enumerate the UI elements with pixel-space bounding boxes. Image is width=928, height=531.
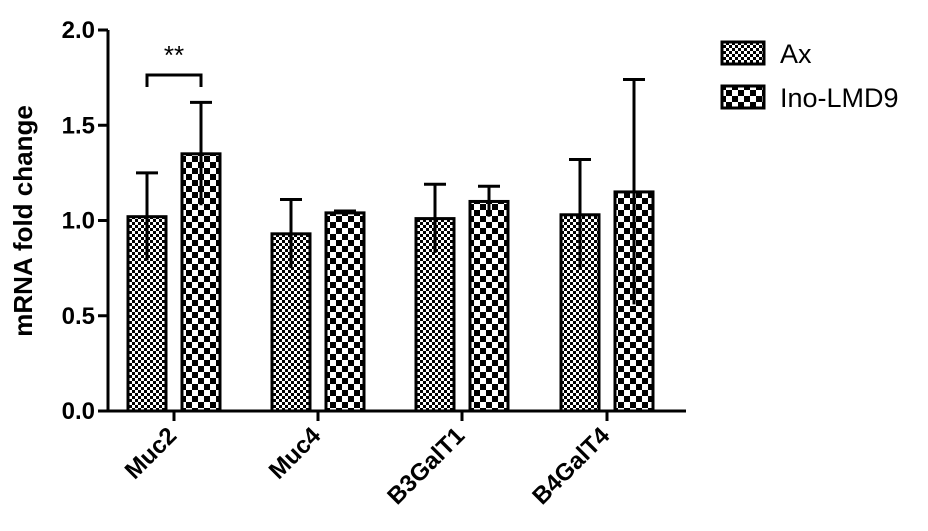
- significance-label: **: [164, 40, 184, 70]
- y-axis-label: mRNA fold change: [8, 105, 38, 337]
- annotations: **: [145, 40, 203, 87]
- x-tick-label: Muc4: [264, 422, 327, 485]
- y-ticks: 0.0 0.5 1.0 1.5 2.0: [62, 17, 108, 425]
- bar-ino-lmd9-muc4: [324, 211, 366, 413]
- legend-swatch-ax: [720, 40, 766, 66]
- x-tick-label: B4GalT4: [527, 422, 615, 510]
- y-tick-label: 1.0: [62, 208, 95, 235]
- legend-swatch-ino-lmd9: [720, 84, 766, 110]
- significance-bracket: [145, 73, 203, 87]
- bars: [126, 152, 655, 413]
- error-bars: [136, 78, 645, 305]
- x-tick-label: B3GalT1: [382, 422, 470, 510]
- legend: Ax Ino-LMD9: [720, 39, 899, 113]
- y-tick-label: 0.0: [62, 398, 95, 425]
- x-ticks: Muc2 Muc4 B3GalT1 B4GalT4: [120, 411, 616, 510]
- y-tick-label: 1.5: [62, 112, 95, 139]
- x-tick-label: Muc2: [120, 422, 182, 484]
- y-tick-label: 2.0: [62, 17, 95, 44]
- y-tick-label: 0.5: [62, 303, 95, 330]
- legend-label: Ino-LMD9: [780, 83, 899, 113]
- legend-label: Ax: [780, 39, 812, 69]
- bar-ino-lmd9-b3galt1: [468, 199, 510, 413]
